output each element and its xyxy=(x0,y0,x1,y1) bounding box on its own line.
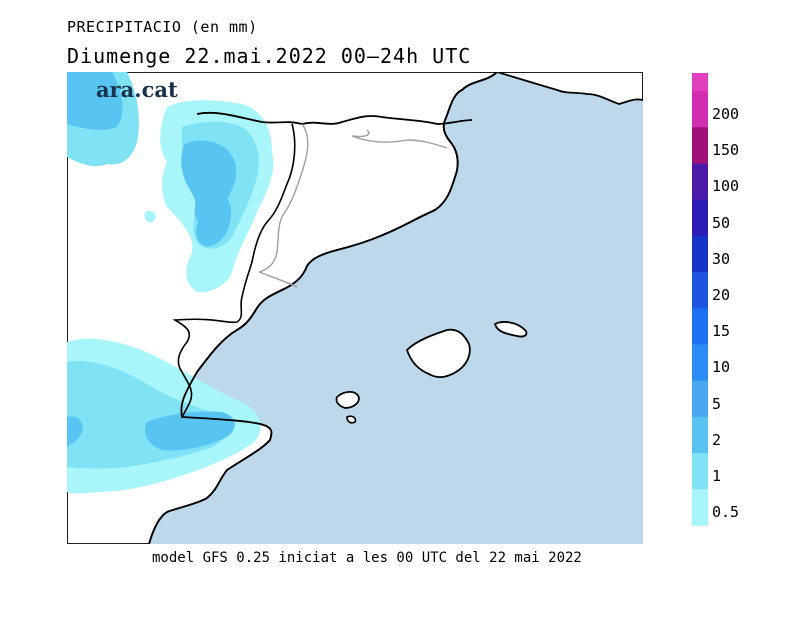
ibiza xyxy=(335,390,360,409)
legend-swatch-5 xyxy=(692,380,708,418)
legend-label-0.5: 0.5 xyxy=(712,503,740,522)
formentera xyxy=(346,415,357,424)
aragon-border xyxy=(172,123,296,418)
legend-swatch-1 xyxy=(692,453,708,490)
legend-label-20: 20 xyxy=(712,286,731,305)
legend-label-10: 10 xyxy=(712,358,731,377)
legend-swatch-10 xyxy=(692,344,708,382)
legend-label-15: 15 xyxy=(712,322,731,341)
precipitation-map: ara.cat xyxy=(67,72,643,544)
admin-borders xyxy=(258,123,448,288)
legend-label-1: 1 xyxy=(712,467,722,486)
legend-swatch-2 xyxy=(692,416,708,454)
legend-swatch-cap xyxy=(692,73,708,91)
legend-swatch-0.5 xyxy=(692,489,708,526)
chart-date-title: Diumenge 22.mai.2022 00—24h UTC xyxy=(67,44,472,68)
france-coast xyxy=(496,72,643,105)
legend-swatches xyxy=(692,73,708,526)
legend-label-2: 2 xyxy=(712,430,722,449)
legend-swatch-150 xyxy=(692,127,708,164)
legend-label-5: 5 xyxy=(712,394,722,413)
model-info: model GFS 0.25 iniciat a les 00 UTC del … xyxy=(152,550,582,566)
coastline xyxy=(148,72,498,544)
legend-swatch-30 xyxy=(692,235,708,273)
legend-label-50: 50 xyxy=(712,213,731,232)
chart-variable-title: PRECIPITACIO (en mm) xyxy=(67,18,258,36)
legend-label-200: 200 xyxy=(712,105,740,124)
legend-swatch-100 xyxy=(692,163,708,201)
legend-label-30: 30 xyxy=(712,249,731,268)
legend-label-100: 100 xyxy=(712,177,740,196)
legend-label-150: 150 xyxy=(712,141,740,160)
legend-swatch-15 xyxy=(692,308,708,345)
menorca xyxy=(493,321,528,338)
legend-swatch-50 xyxy=(692,199,708,237)
legend-swatch-200 xyxy=(692,91,708,128)
mallorca xyxy=(405,328,471,379)
legend-swatch-20 xyxy=(692,272,708,309)
precipitation-fields xyxy=(67,72,274,494)
brand-logo: ara.cat xyxy=(96,77,178,102)
france-border xyxy=(196,111,473,125)
